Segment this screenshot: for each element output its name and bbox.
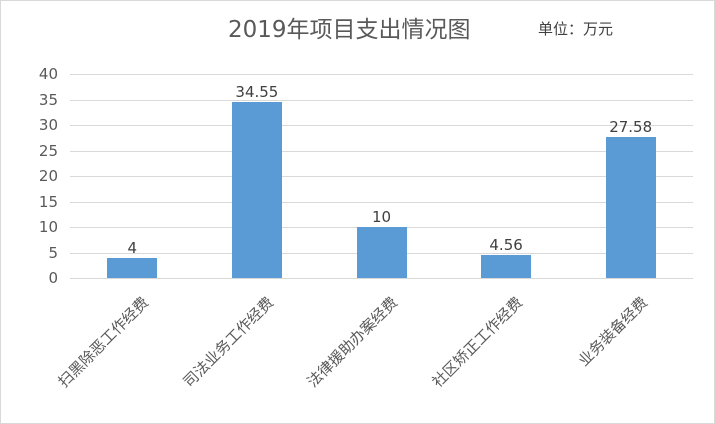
plot-area: 4 34.55 10 4.56 27.58 [70, 74, 693, 279]
y-tick-label: 25 [38, 141, 58, 160]
gridline [70, 278, 693, 279]
gridline [70, 125, 693, 126]
data-label: 4.56 [489, 235, 523, 254]
bar [231, 101, 282, 278]
gridline [70, 201, 693, 203]
data-label: 4 [127, 238, 138, 257]
y-tick-label: 20 [38, 167, 58, 185]
unit-label: 单位：万元 [538, 20, 614, 38]
data-label: 10 [371, 208, 392, 226]
bar [356, 227, 407, 278]
y-tick-label: 0 [48, 269, 58, 287]
y-tick-label: 5 [48, 243, 58, 262]
y-tick-label: 10 [38, 218, 58, 236]
y-tick-label: 35 [38, 90, 58, 109]
gridline [70, 99, 693, 101]
bar [107, 257, 158, 278]
chart-title: 2019年项目支出情况图 [228, 17, 471, 43]
data-label: 34.55 [235, 82, 279, 101]
gridline [70, 74, 693, 75]
y-tick-label: 15 [38, 192, 58, 211]
bar [605, 137, 656, 278]
data-label: 27.58 [609, 118, 653, 137]
y-tick-label: 40 [38, 65, 58, 83]
bar [481, 254, 532, 278]
y-tick-label: 30 [38, 116, 58, 134]
gridline [70, 150, 693, 152]
gridline [70, 176, 693, 177]
